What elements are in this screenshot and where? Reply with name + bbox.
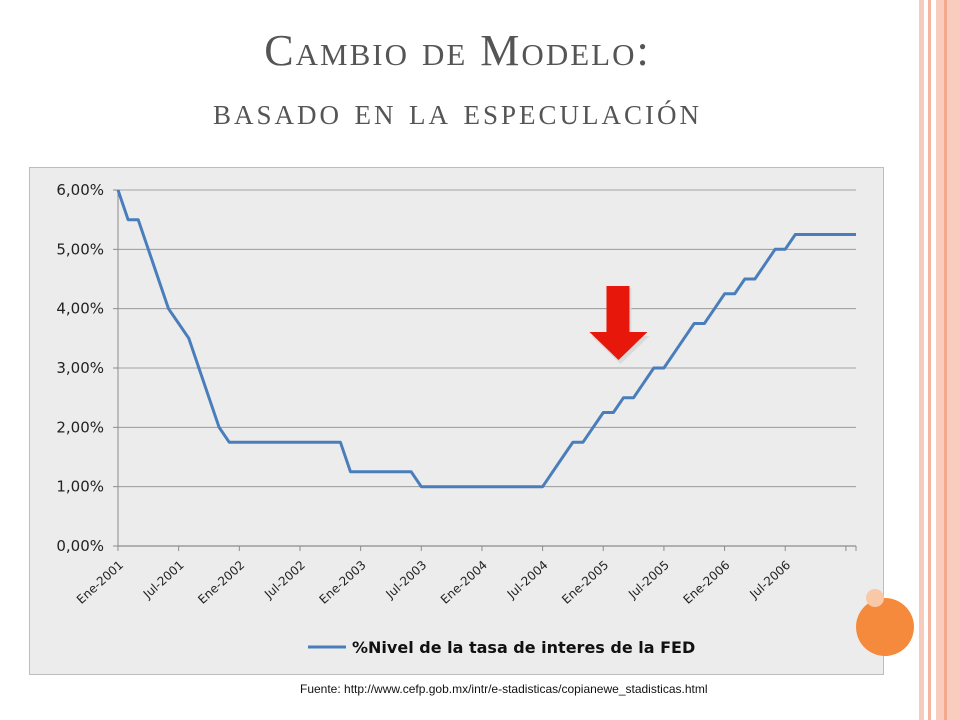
down-arrow-icon (589, 286, 650, 364)
decor-orange-circle (856, 598, 914, 656)
decor-stripe (944, 0, 947, 720)
series-line-fed-rate (116, 189, 856, 489)
decor-stripe (928, 0, 931, 720)
y-tick-label: 2,00% (56, 418, 104, 436)
legend-label: %Nivel de la tasa de interes de la FED (352, 638, 695, 657)
line-chart: 0,00%1,00%2,00%3,00%4,00%5,00%6,00% Ene-… (30, 168, 883, 674)
decor-light-circle (866, 589, 884, 607)
decor-stripe (936, 0, 960, 720)
chart-area: 0,00% 1,00% 2,00% 3,00% 4,00% 5,00% 6,00% Ene-… (29, 167, 884, 675)
y-tick-label: 6,00% (56, 181, 104, 199)
y-tick-label: 3,00% (56, 359, 104, 377)
slide-title: Cambio de Modelo: (264, 26, 651, 75)
decor-stripe (919, 0, 924, 720)
slide-subtitle: basado en la especulación (212, 91, 702, 133)
y-tick-label: 0,00% (56, 537, 104, 555)
y-tick-label: 4,00% (56, 300, 104, 318)
source-note: Fuente: http://www.cefp.gob.mx/intr/e-st… (300, 682, 708, 696)
y-tick-label: 5,00% (56, 240, 104, 258)
chart-background (30, 168, 883, 674)
y-tick-label: 1,00% (56, 478, 104, 496)
arrow-body (589, 286, 648, 360)
